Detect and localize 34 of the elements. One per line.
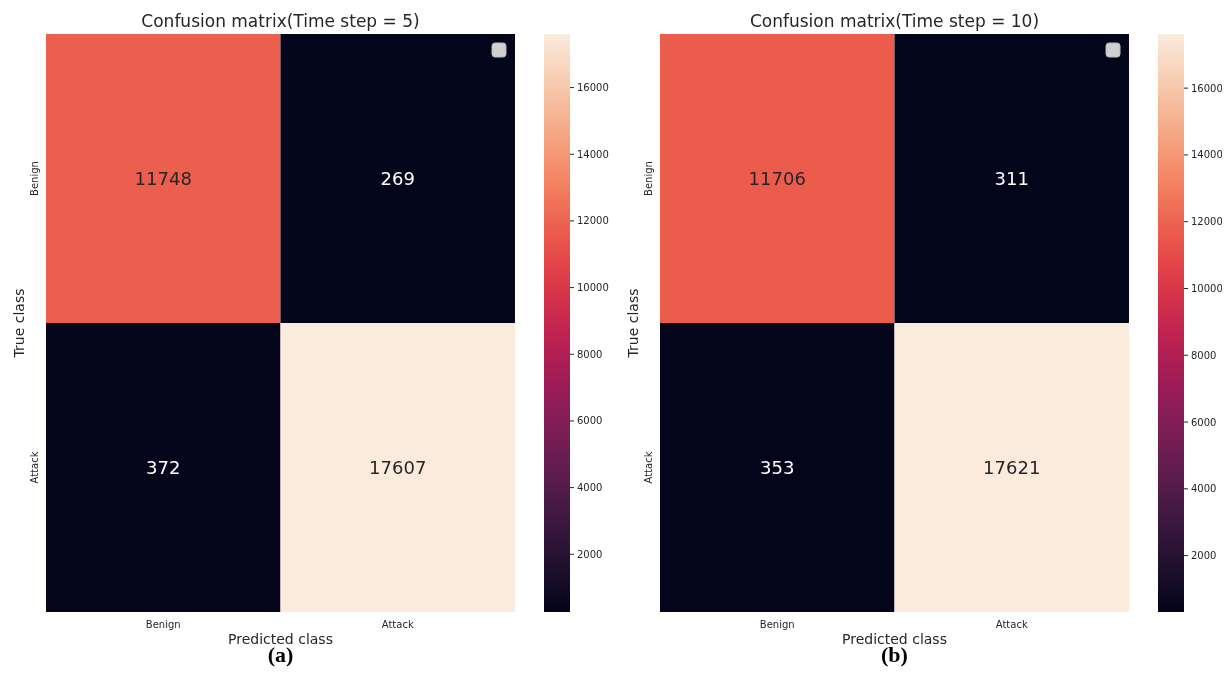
color-bar-label: 4000 xyxy=(1191,483,1217,495)
color-bar-label: 10000 xyxy=(1191,282,1223,294)
y-axis-title: True class xyxy=(625,288,641,359)
color-bar-label: 2000 xyxy=(577,548,603,560)
color-bar-label: 16000 xyxy=(1191,82,1223,94)
x-axis-title: Predicted class xyxy=(842,631,947,647)
y-axis-title: True class xyxy=(11,288,27,359)
color-bar-label: 10000 xyxy=(577,282,609,294)
color-bar-label: 12000 xyxy=(577,215,609,227)
chart-title: Confusion matrix(Time step = 5) xyxy=(141,11,420,31)
color-bar-label: 14000 xyxy=(1191,149,1223,161)
data-label: 311 xyxy=(994,167,1029,189)
data-label: 372 xyxy=(146,456,181,478)
color-bar-label: 12000 xyxy=(1191,216,1223,228)
x-tick-label: Benign xyxy=(145,619,181,630)
data-label: 269 xyxy=(380,167,415,189)
color-bar-label: 2000 xyxy=(1191,550,1217,562)
data-label: 17621 xyxy=(983,456,1041,478)
color-bar-label: 6000 xyxy=(1191,416,1217,428)
x-axis-title: Predicted class xyxy=(228,631,333,647)
chart-title: Confusion matrix(Time step = 10) xyxy=(749,11,1040,31)
x-tick-label: Attack xyxy=(995,619,1028,630)
x-tick-label: Benign xyxy=(759,619,795,630)
color-bar-label: 14000 xyxy=(577,148,609,160)
data-label: 17607 xyxy=(369,456,427,478)
data-label: 353 xyxy=(760,456,795,478)
color-bar-label: 8000 xyxy=(1191,349,1217,361)
data-label: 11706 xyxy=(748,167,806,189)
color-bar-label: 8000 xyxy=(577,348,603,360)
x-tick-label: Attack xyxy=(381,619,414,630)
color-bar-label: 16000 xyxy=(577,82,609,94)
color-bar-label: 6000 xyxy=(577,415,603,427)
color-bar-label: 4000 xyxy=(577,482,603,494)
data-label: 11748 xyxy=(134,167,192,189)
